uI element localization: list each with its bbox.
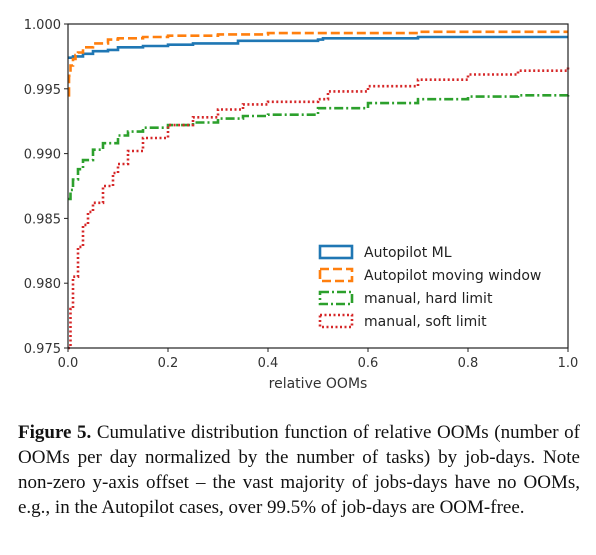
legend-label-autopilot-moving-window: Autopilot moving window [364, 268, 541, 284]
x-tick-label: 0.4 [258, 356, 279, 371]
x-tick-label: 0.2 [158, 356, 179, 371]
series-line-manual-soft-limit [68, 65, 570, 350]
y-tick-label: 0.990 [24, 148, 61, 163]
legend-swatch-manual-hard-limit [318, 290, 354, 306]
series-line-manual-hard-limit [68, 92, 570, 201]
series-line-autopilot-ml [68, 35, 568, 59]
legend-label-manual-hard-limit: manual, hard limit [364, 291, 493, 307]
cdf-chart: 0.0 0.2 0.4 0.6 0.8 1.0 0.975 0.980 0.985 0.990 0.… [24, 18, 579, 392]
legend-swatch-autopilot-ml [318, 244, 354, 260]
x-tick-label: 0.8 [458, 356, 479, 371]
caption-label: Figure 5. [18, 422, 92, 443]
legend-swatch-autopilot-moving-window [318, 267, 354, 283]
legend-label-autopilot-ml: Autopilot ML [364, 245, 452, 261]
x-axis-label: relative OOMs [269, 376, 368, 392]
y-tick-label: 0.995 [24, 83, 61, 98]
legend-swatch-manual-soft-limit [318, 313, 354, 329]
x-tick-label: 1.0 [558, 356, 579, 371]
caption-text: Cumulative distribution function of rela… [18, 422, 580, 518]
figure-caption: Figure 5. Cumulative distribution functi… [18, 420, 580, 520]
y-tick-label: 0.975 [24, 342, 61, 357]
y-tick-label: 0.980 [24, 277, 61, 292]
y-tick-label: 1.000 [24, 18, 61, 33]
x-tick-label: 0.0 [58, 356, 79, 371]
legend-label-manual-soft-limit: manual, soft limit [364, 314, 487, 330]
x-tick-label: 0.6 [358, 356, 379, 371]
y-tick-label: 0.985 [24, 212, 61, 227]
plot-frame [67, 23, 569, 349]
